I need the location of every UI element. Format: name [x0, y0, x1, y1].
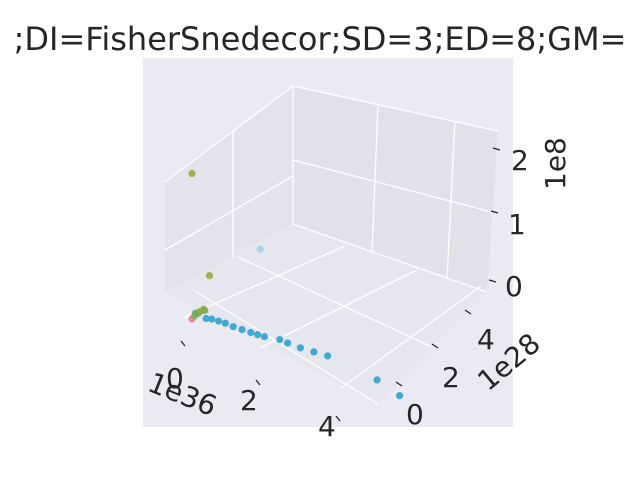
data-point [324, 352, 332, 360]
data-point [276, 336, 284, 344]
scatter-points [188, 169, 404, 400]
data-point [214, 317, 223, 325]
floor-pane [165, 224, 487, 404]
data-point [188, 169, 196, 178]
z-tick-label: 2 [511, 144, 529, 177]
data-point [254, 331, 262, 339]
data-point [205, 272, 214, 280]
z-offset-label: 1e8 [539, 137, 572, 190]
left-pane [165, 86, 293, 292]
data-point [296, 344, 304, 352]
data-point [238, 326, 246, 334]
grid-back-pane [292, 103, 493, 293]
y-tick-marks [395, 309, 472, 387]
back-pane [293, 86, 498, 292]
data-point [229, 323, 237, 331]
data-point [310, 348, 318, 356]
pane-edges [164, 85, 499, 224]
data-point [373, 376, 381, 384]
data-point [396, 392, 404, 400]
x-tick-label: 4 [318, 410, 336, 443]
x-tick-label: 2 [240, 384, 258, 417]
data-point [247, 328, 255, 337]
y-tick-label: 4 [477, 323, 495, 356]
chart-title: ;DI=FisherSnedecor;SD=3;ED=8;GM= [14, 20, 627, 58]
data-point [256, 245, 264, 253]
z-tick-label: 0 [505, 270, 523, 303]
grid-floor [182, 245, 482, 405]
data-point [201, 306, 209, 315]
y-tick-label: 0 [406, 398, 424, 431]
data-point [221, 319, 229, 327]
data-point [202, 314, 210, 323]
x-tick-marks [180, 340, 341, 422]
y-tick-label: 2 [442, 361, 460, 394]
data-point [284, 339, 292, 347]
data-point [260, 333, 268, 341]
x-tick-label: 0 [166, 362, 184, 395]
z-tick-marks [488, 147, 501, 283]
z-tick-label: 1 [508, 208, 526, 241]
data-point [208, 315, 216, 323]
grid-left-pane [164, 130, 294, 257]
